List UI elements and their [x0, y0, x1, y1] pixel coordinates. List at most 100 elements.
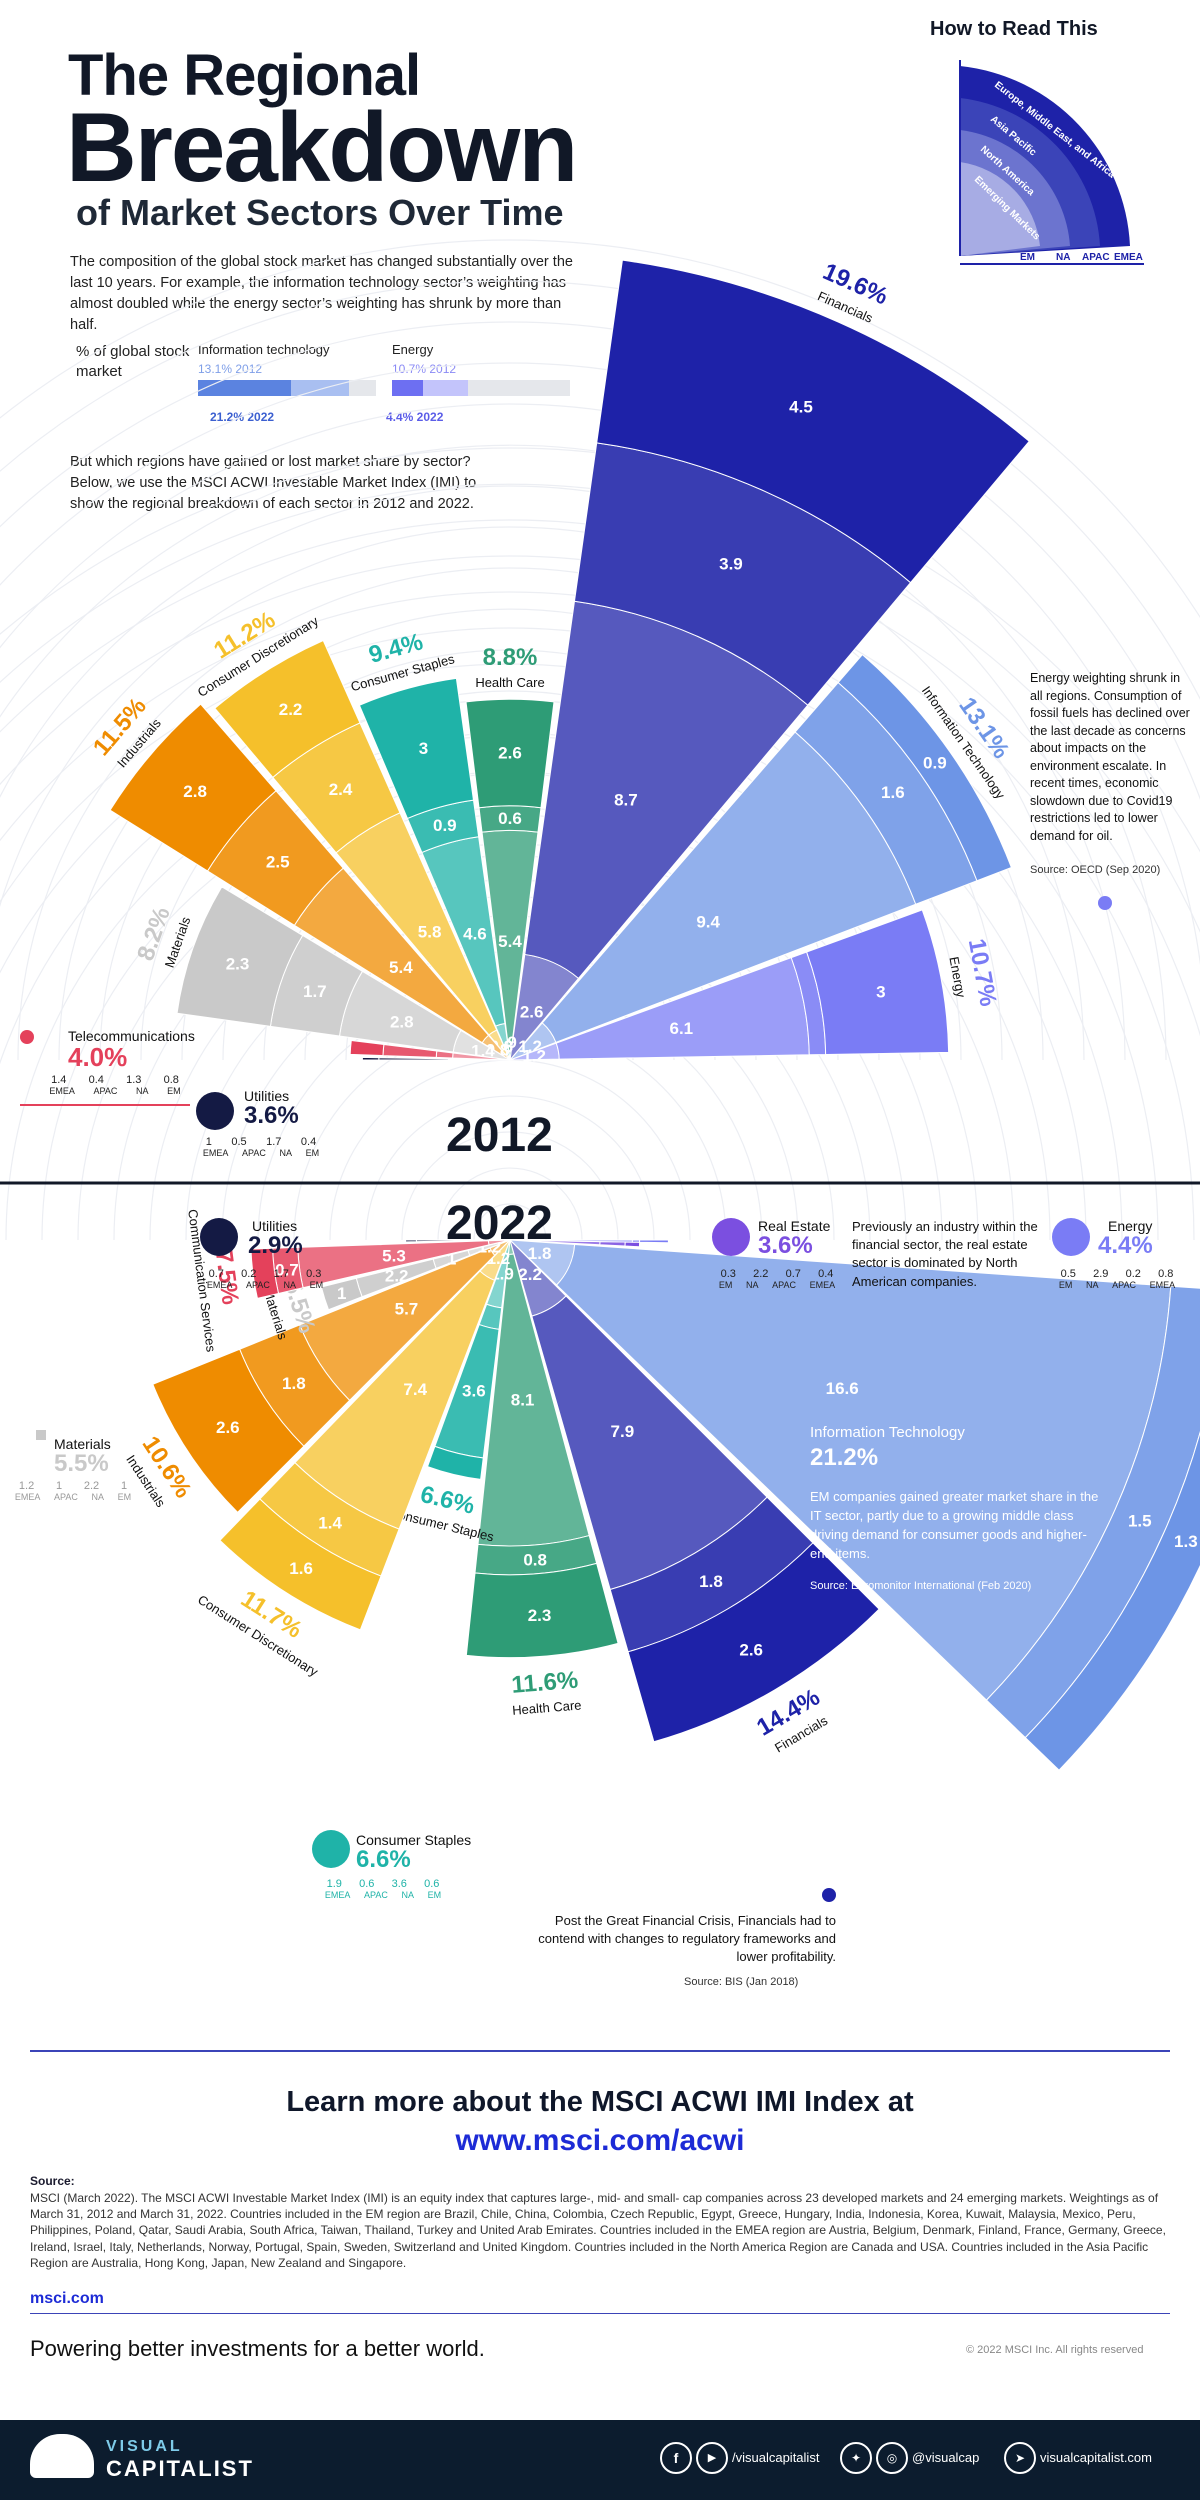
region-segment: [447, 1058, 470, 1061]
segment-value: 2.6: [520, 1002, 544, 1021]
it-2022-source: Source: Euromonitor International (Feb 2…: [810, 1580, 1032, 1592]
segment-value: 2.3: [528, 1606, 552, 1625]
sector-materials: 1.42.81.72.38.2%Materials: [132, 886, 511, 1061]
utilities-2022-pct: 2.9%: [248, 1232, 303, 1259]
sector-consumer-discretionary: 0.85.82.42.211.2%Consumer Discretionary: [195, 606, 513, 1061]
region-segment: [152, 1348, 305, 1514]
how-to-read-diagram: Europe, Middle East, and Africa Asia Pac…: [959, 60, 1144, 265]
region-value: 2.2: [83, 1480, 100, 1492]
instagram-icon[interactable]: ◎: [876, 2442, 908, 2474]
region-name: EMEA: [809, 1280, 836, 1290]
region-value: 1.9: [326, 1878, 342, 1890]
segment-value: 0.9: [923, 754, 947, 773]
sector-information-technology: 1.8 16.6 1.5 1.3 21.2% Information Technology: [508, 1239, 1200, 1771]
segment-value: 2.4: [329, 780, 353, 799]
it-bar-2012: [198, 380, 292, 396]
energy-bar-2022: [392, 380, 424, 396]
region-segment: [109, 703, 277, 872]
learn-more-text: Learn more about the MSCI ACWI IMI Index…: [286, 2086, 914, 2118]
region-segment: [426, 1445, 484, 1480]
source-heading: Source:: [30, 2174, 75, 2188]
region-segment: [219, 1498, 382, 1631]
region-segment: [639, 1239, 669, 1244]
how-axis-emea: EMEA: [1114, 252, 1143, 263]
brand-line-2: CAPITALIST: [106, 2456, 254, 2481]
sector-name: Health Care: [512, 1697, 582, 1717]
telecom-icon: [20, 1030, 34, 1044]
cursor-icon[interactable]: ➤: [1004, 2442, 1036, 2474]
region-value: 1: [205, 1136, 212, 1148]
region-name: NA: [745, 1280, 759, 1290]
region-value: 2.2: [753, 1268, 769, 1280]
segment-value: 8.7: [614, 791, 638, 810]
segment-value: 1.5: [1128, 1511, 1152, 1530]
financials-note-marker: [822, 1888, 836, 1902]
region-name: APAC: [93, 1086, 118, 1096]
it-2022-pct: 21.2%: [810, 1444, 879, 1471]
grid-arc: [0, 555, 1195, 1241]
how-layer-em: [960, 162, 1040, 256]
how-axis-apac: APAC: [1082, 252, 1110, 263]
segment-value: 0.6: [498, 809, 522, 828]
segment-value: 1.2: [522, 1047, 546, 1066]
segment-value: 5.4: [498, 932, 522, 951]
segment-value: 4.5: [789, 397, 813, 416]
region-segment: [1024, 1430, 1200, 1771]
sector-telecommunications: [349, 1039, 511, 1061]
title-line-1: The Regional: [68, 43, 421, 108]
facebook-icon[interactable]: f: [660, 2442, 692, 2474]
realestate-values: 0.3 2.2 0.7 0.4 EM NA APAC EMEA: [712, 1268, 842, 1290]
region-name: NA: [91, 1492, 105, 1502]
region-value: 2.9: [1093, 1268, 1109, 1280]
grid-arc: [473, 1203, 547, 1241]
website-link[interactable]: visualcapitalist.com: [1040, 2450, 1152, 2465]
region-name: NA: [279, 1148, 293, 1158]
segment-value: 7.9: [611, 1422, 635, 1441]
segment-value: 7.4: [403, 1380, 427, 1399]
staples-2022-pct: 6.6%: [356, 1846, 411, 1873]
segment-value: 1.6: [881, 783, 905, 802]
region-name: APAC: [54, 1492, 78, 1502]
sector-health-care: 8.1 0.8 2.3 11.6%Health Care: [465, 1239, 619, 1718]
segment-value: 2.2: [279, 700, 303, 719]
region-value: 1: [55, 1480, 63, 1492]
region-name: EM: [305, 1148, 320, 1158]
grid-arc: [0, 239, 1200, 619]
region-segment: [624, 1241, 641, 1248]
region-segment: [627, 1542, 880, 1743]
title-line-2: Breakdown: [66, 92, 578, 202]
telecom-arrow: [20, 1104, 190, 1106]
region-value: 0.2: [241, 1268, 257, 1280]
segment-value: 5.7: [395, 1300, 419, 1319]
msci-link[interactable]: msci.com: [30, 2290, 104, 2307]
social-handle-1[interactable]: /visualcapitalist: [732, 2450, 820, 2465]
region-value: 0.8: [1158, 1268, 1174, 1280]
youtube-icon[interactable]: ▶: [696, 2442, 728, 2474]
learn-more-url[interactable]: www.msci.com/acwi: [455, 2124, 745, 2157]
energy-2022-icon: [1052, 1218, 1090, 1256]
staples-2022-values: 1.9 0.6 3.6 0.6 EMEA APAC NA EM: [318, 1878, 448, 1900]
segment-value: 2.3: [226, 955, 250, 974]
utilities-2012-name: Utilities: [244, 1088, 290, 1104]
grid-arc: [0, 627, 1123, 1241]
grid-arc: [401, 1131, 619, 1241]
materials-2022-name: Materials: [54, 1436, 111, 1452]
region-segment: [837, 653, 1013, 882]
twitter-icon[interactable]: ✦: [840, 2442, 872, 2474]
grid-arc: [365, 1095, 655, 1241]
region-value: 0.4: [818, 1268, 834, 1280]
how-to-read-title: How to Read This: [930, 18, 1098, 40]
region-value: 0.7: [785, 1268, 801, 1280]
region-segment: [361, 1056, 380, 1061]
utilities-icon: [196, 1092, 234, 1130]
region-value: 1.7: [273, 1268, 289, 1280]
region-value: 0.4: [300, 1136, 317, 1148]
region-segment: [631, 1239, 641, 1243]
grid-arc: [0, 485, 1085, 1061]
social-handle-2[interactable]: @visualcap: [912, 2450, 980, 2465]
segment-value: 5.8: [418, 922, 442, 941]
segment-value: 0.9: [433, 816, 457, 835]
sector-energy: [509, 1239, 669, 1244]
region-name: NA: [136, 1086, 149, 1096]
